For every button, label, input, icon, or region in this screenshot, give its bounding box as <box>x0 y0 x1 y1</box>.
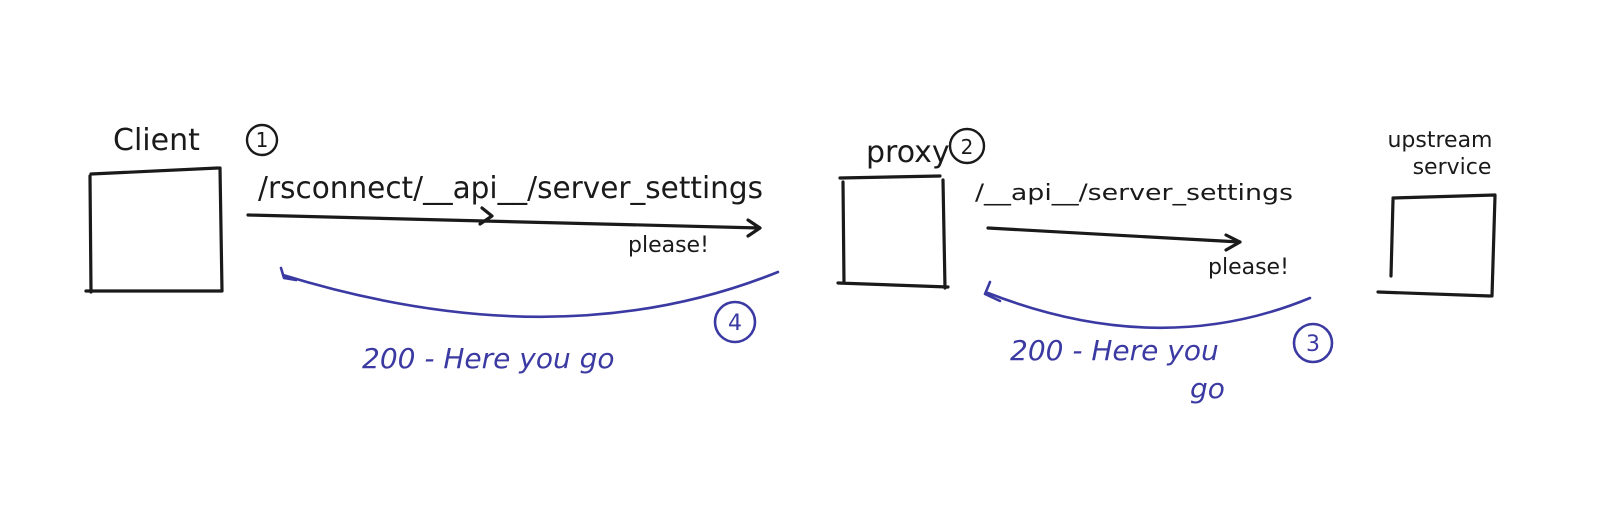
upstream-label-line1: upstream <box>1387 128 1492 153</box>
request-note-1: please! <box>628 233 709 258</box>
request-arrow-1 <box>246 206 762 238</box>
proxy-node: proxy 2 <box>836 127 986 290</box>
request-client-to-proxy: /rsconnect/__api__/server_settings pleas… <box>246 171 763 258</box>
step-4-number: 4 <box>728 311 742 336</box>
step-3-number: 3 <box>1306 332 1320 357</box>
step-1-circle <box>245 123 279 157</box>
response-arrow-4 <box>279 266 780 319</box>
upstream-box <box>1376 193 1497 298</box>
response-arrow-3 <box>983 280 1312 330</box>
response-proxy-to-client: 4 200 - Here you go <box>279 266 780 375</box>
response-text-4: 200 - Here you go <box>362 342 615 375</box>
client-node: Client 1 <box>84 123 279 294</box>
request-path-2: /__api__/server_settings <box>975 181 1293 206</box>
client-label: Client <box>113 123 200 158</box>
request-arrow-2 <box>986 226 1242 252</box>
step-3-circle <box>1292 322 1334 364</box>
step-4-circle <box>713 300 757 344</box>
upstream-node: upstream service <box>1376 128 1497 298</box>
step-1-number: 1 <box>256 128 269 152</box>
response-text-3-line2: go <box>1190 372 1225 405</box>
proxy-box <box>836 174 950 290</box>
upstream-label-line2: service <box>1413 155 1492 180</box>
response-text-3-line1: 200 - Here you <box>1010 334 1219 367</box>
request-note-2: please! <box>1208 255 1289 280</box>
step-2-circle <box>948 127 986 165</box>
proxy-label: proxy <box>866 135 950 170</box>
step-2-number: 2 <box>961 135 974 159</box>
client-box <box>84 166 224 294</box>
request-proxy-to-upstream: /__api__/server_settings please! <box>975 181 1293 280</box>
request-path-1: /rsconnect/__api__/server_settings <box>258 171 763 206</box>
response-upstream-to-proxy: 3 200 - Here you go <box>983 280 1334 405</box>
